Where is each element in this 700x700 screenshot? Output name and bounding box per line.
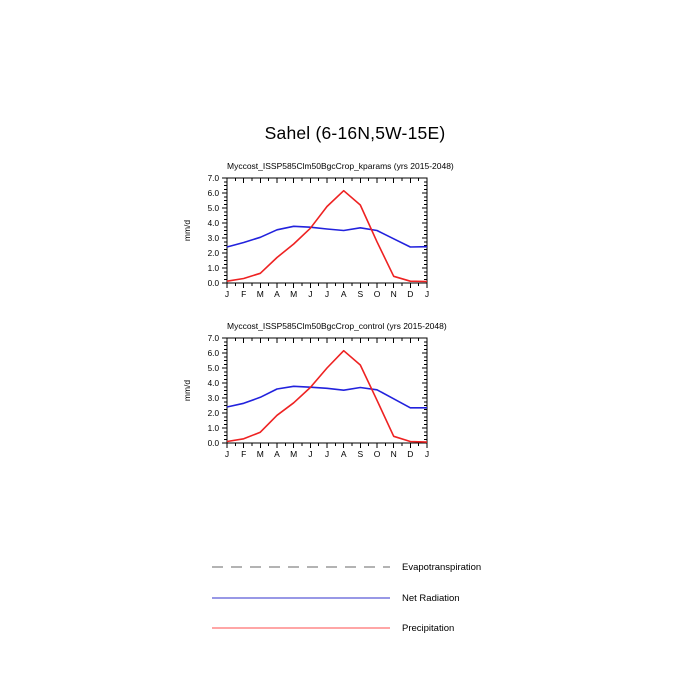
x-tick-label: J — [225, 449, 229, 459]
x-tick-label: M — [290, 449, 297, 459]
x-tick-label: S — [357, 289, 363, 299]
x-tick-label: N — [391, 289, 397, 299]
y-tick-label: 4.0 — [208, 379, 220, 388]
legend-item-evapotranspiration: Evapotranspiration — [211, 561, 481, 573]
y-tick-label: 2.0 — [208, 409, 220, 418]
precipitation-line-icon — [212, 627, 390, 629]
evapotranspiration-line-icon — [212, 566, 390, 568]
legend-item-net-radiation: Net Radiation — [211, 592, 460, 604]
y-tick-label: 5.0 — [208, 364, 220, 373]
x-tick-label: F — [241, 289, 246, 299]
y-tick-label: 1.0 — [208, 264, 220, 273]
kparams-chart: Myccost_ISSP585Clm50BgcCrop_kparams (yrs… — [182, 161, 454, 299]
chart-title: Myccost_ISSP585Clm50BgcCrop_kparams (yrs… — [227, 161, 454, 171]
x-tick-label: A — [341, 449, 347, 459]
x-tick-label: A — [274, 449, 280, 459]
series-line-precipitation — [226, 349, 428, 443]
series-line-precipitation — [226, 189, 428, 283]
y-tick-label: 1.0 — [208, 424, 220, 433]
plot-box — [226, 337, 428, 444]
page-title: Sahel (6-16N,5W-15E) — [264, 123, 446, 143]
x-tick-label: N — [391, 449, 397, 459]
x-tick-label: O — [374, 449, 381, 459]
x-tick-label: J — [425, 289, 429, 299]
x-tick-label: J — [425, 449, 429, 459]
x-tick-label: M — [290, 289, 297, 299]
x-tick-label: M — [257, 449, 264, 459]
legend-label-precipitation: Precipitation — [402, 622, 455, 634]
y-tick-label: 0.0 — [208, 279, 220, 288]
x-tick-label: A — [274, 289, 280, 299]
y-tick-label: 2.0 — [208, 249, 220, 258]
legend-label-net-radiation: Net Radiation — [402, 592, 460, 604]
plot-box — [226, 177, 428, 284]
x-tick-label: J — [325, 289, 329, 299]
x-tick-label: O — [374, 289, 381, 299]
x-tick-label: J — [325, 449, 329, 459]
y-tick-label: 3.0 — [208, 394, 220, 403]
series-line-net-radiation — [226, 225, 428, 248]
y-tick-label: 3.0 — [208, 234, 220, 243]
x-tick-label: F — [241, 449, 246, 459]
x-tick-label: D — [407, 449, 413, 459]
y-tick-label: 0.0 — [208, 439, 220, 448]
y-axis-label: mm/d — [182, 380, 192, 402]
y-tick-label: 7.0 — [208, 174, 220, 183]
x-tick-label: S — [357, 449, 363, 459]
series-line-net-radiation — [226, 385, 427, 409]
net-radiation-line-icon — [212, 597, 390, 599]
x-tick-label: J — [225, 289, 229, 299]
x-tick-label: A — [341, 289, 347, 299]
y-tick-label: 6.0 — [208, 189, 220, 198]
y-tick-label: 6.0 — [208, 349, 220, 358]
y-tick-label: 4.0 — [208, 219, 220, 228]
y-axis-label: mm/d — [182, 220, 192, 242]
y-tick-label: 5.0 — [208, 204, 220, 213]
chart-title: Myccost_ISSP585Clm50BgcCrop_control (yrs… — [227, 321, 447, 331]
x-tick-label: D — [407, 289, 413, 299]
x-tick-label: J — [308, 289, 312, 299]
x-tick-label: M — [257, 289, 264, 299]
y-tick-label: 7.0 — [208, 334, 220, 343]
x-tick-label: J — [308, 449, 312, 459]
legend-label-evapotranspiration: Evapotranspiration — [402, 561, 482, 573]
control-chart: Myccost_ISSP585Clm50BgcCrop_control (yrs… — [182, 321, 447, 459]
legend-item-precipitation: Precipitation — [211, 622, 454, 634]
